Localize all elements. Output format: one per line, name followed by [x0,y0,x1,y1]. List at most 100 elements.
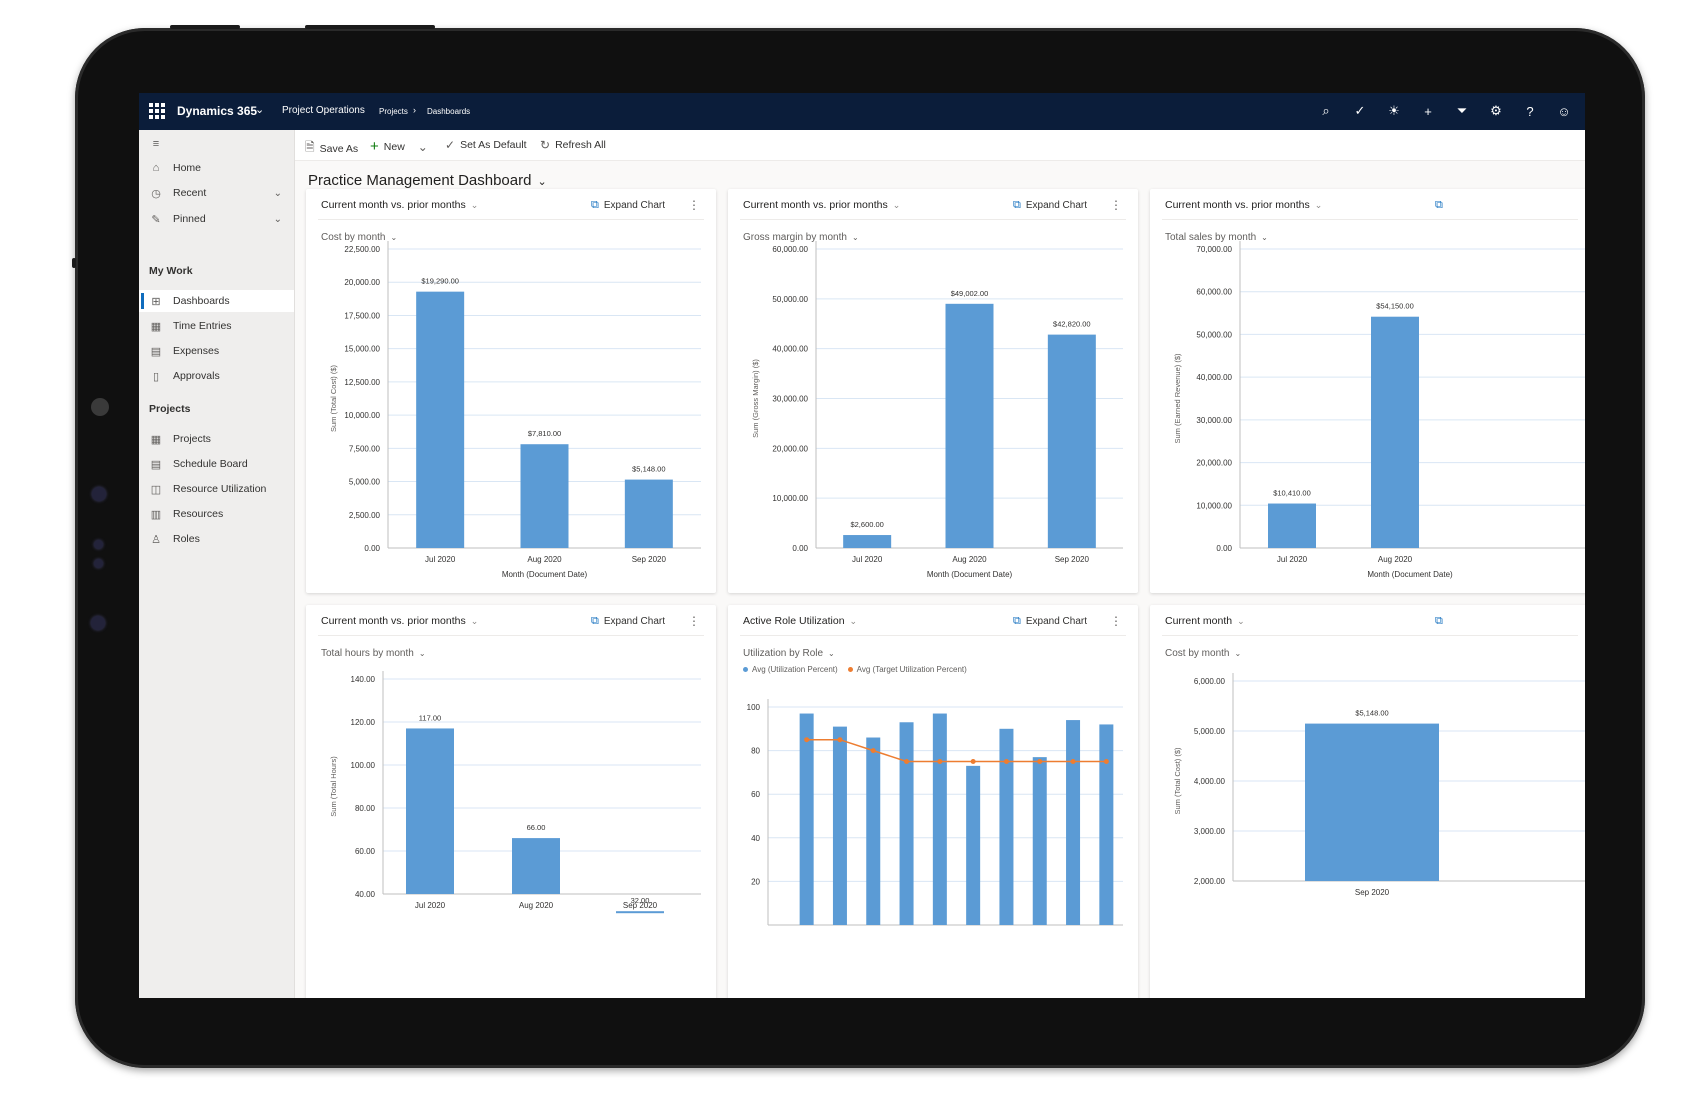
breadcrumb-projects[interactable]: Projects [379,107,408,116]
more-options-icon[interactable]: ⋮ [1110,614,1122,628]
bar[interactable] [1099,724,1114,925]
plus-icon[interactable]: + [1424,103,1432,119]
lightbulb-icon[interactable]: ☀ [1388,103,1400,118]
sidebar-item-dashboards[interactable]: ⊞ Dashboards [139,290,294,312]
line-point[interactable] [970,759,976,764]
new-button[interactable]: + New ⌄ [370,138,428,155]
bar[interactable] [1047,334,1096,548]
sidebar-item-time-entries[interactable]: ▦ Time Entries [139,315,294,337]
chart-view-selector[interactable]: Current month ⌄ [1165,615,1245,627]
bar[interactable] [945,303,994,548]
sidebar-item-schedule-board[interactable]: ▤ Schedule Board [139,453,294,475]
sidebar-item-roles[interactable]: ♙ Roles [139,528,294,550]
chart-view-selector[interactable]: Current month vs. prior months ⌄ [1165,199,1322,211]
bar[interactable] [416,291,465,548]
chart-view-selector[interactable]: Active Role Utilization ⌄ [743,615,857,627]
expand-chart-button[interactable]: ⧉ Expand Chart [591,615,665,628]
chart-view-selector[interactable]: Current month vs. prior months ⌄ [321,615,478,627]
y-tick-label: 2,000.00 [1194,877,1226,886]
chevron-down-icon[interactable]: ⌄ [273,213,282,225]
line-point[interactable] [1003,759,1009,764]
bar[interactable] [1268,503,1316,548]
bar[interactable] [1305,723,1439,881]
line-point[interactable] [1070,759,1076,764]
bar[interactable] [966,765,981,925]
line-point[interactable] [937,759,943,764]
chart-subtitle-selector[interactable]: Cost by month ⌄ [321,232,397,243]
help-icon[interactable]: ? [1526,103,1534,119]
bar[interactable] [932,713,947,925]
line-point[interactable] [837,737,843,743]
y-tick-label: 15,000.00 [344,345,380,354]
line-point[interactable] [804,737,810,743]
dashboard-selector[interactable]: Practice Management Dashboard ⌄ [308,172,547,189]
bar[interactable] [1032,757,1047,925]
bar[interactable] [843,535,892,548]
expand-chart-button[interactable]: ⧉ [1435,199,1443,212]
y-tick-label: 140.00 [351,675,376,684]
chart: 20 40 60 80 100 [747,699,1123,926]
filter-icon[interactable]: ⏷ [1456,103,1468,118]
breadcrumb-dashboards[interactable]: Dashboards [427,107,471,116]
y-tick-label: 80 [751,747,760,756]
expand-chart-button[interactable]: ⧉ Expand Chart [1013,199,1087,212]
expand-chart-button[interactable]: ⧉ [1435,615,1443,628]
chart-view-selector[interactable]: Current month vs. prior months ⌄ [743,199,900,211]
bar[interactable] [899,722,914,925]
task-icon[interactable]: ✓ [1354,103,1366,118]
chart-subtitle-selector[interactable]: Cost by month ⌄ [1165,648,1241,659]
chevron-down-icon[interactable]: ⌄ [417,139,428,154]
sidebar-item-home[interactable]: ⌂ Home [139,157,294,179]
sidebar-item-resources[interactable]: ▥ Resources [139,503,294,525]
chart-subtitle-selector[interactable]: Utilization by Role ⌄ [743,648,835,659]
app-name[interactable]: Dynamics 365 [177,104,258,118]
chart-view-selector[interactable]: Current month vs. prior months ⌄ [321,199,478,211]
line-point[interactable] [904,759,910,764]
area-name[interactable]: Project Operations [282,105,365,116]
app-launcher-icon[interactable] [149,103,165,119]
legend-item[interactable]: Avg (Target Utilization Percent) [847,665,967,674]
sensor-icon [91,616,105,630]
divider [740,219,1126,220]
more-options-icon[interactable]: ⋮ [1110,198,1122,212]
y-tick-label: 6,000.00 [1194,677,1226,686]
user-icon[interactable]: ☺ [1557,103,1571,119]
bar[interactable] [520,444,569,548]
chevron-down-icon[interactable]: ⌄ [255,104,265,116]
chevron-down-icon[interactable]: ⌄ [273,187,282,199]
hamburger-menu-button[interactable]: ≡ [139,133,294,155]
refresh-all-button[interactable]: ↻ Refresh All [540,138,606,152]
search-icon[interactable]: ⌕ [1322,103,1330,118]
bar[interactable] [624,479,673,548]
sidebar-item-expenses[interactable]: ▤ Expenses [139,340,294,362]
bar[interactable] [1066,720,1081,925]
y-axis-label: Sum (Total Cost) ($) [329,364,338,432]
more-options-icon[interactable]: ⋮ [688,198,700,212]
expand-chart-button[interactable]: ⧉ Expand Chart [591,199,665,212]
expand-chart-button[interactable]: ⧉ Expand Chart [1013,615,1087,628]
sidebar-item-pinned[interactable]: ✎ Pinned ⌄ [139,208,294,230]
more-options-icon[interactable]: ⋮ [688,614,700,628]
chart-subtitle-selector[interactable]: Total sales by month ⌄ [1165,232,1268,243]
sidebar-item-projects[interactable]: ▦ Projects [139,428,294,450]
line-point[interactable] [1103,759,1109,764]
bar[interactable] [616,911,664,914]
chart-subtitle-selector[interactable]: Gross margin by month ⌄ [743,232,859,243]
save-as-button[interactable]: 🗎 Save As [305,138,358,159]
bar[interactable] [512,838,560,894]
legend-item[interactable]: Avg (Utilization Percent) [743,665,838,674]
bar[interactable] [999,728,1014,925]
settings-icon[interactable]: ⚙ [1490,103,1502,118]
bar[interactable] [1371,316,1419,548]
sidebar-item-approvals[interactable]: ▯ Approvals [139,365,294,387]
line-point[interactable] [870,748,876,754]
set-as-default-button[interactable]: ✓ Set As Default [445,138,527,152]
sidebar-item-resource-utilization[interactable]: ◫ Resource Utilization [139,478,294,500]
bar[interactable] [832,726,847,925]
bar[interactable] [799,713,814,925]
bar[interactable] [866,737,881,925]
sidebar-item-recent[interactable]: ◷ Recent ⌄ [139,182,294,204]
bar[interactable] [406,728,454,894]
line-point[interactable] [1037,759,1043,764]
chart-subtitle-selector[interactable]: Total hours by month ⌄ [321,648,426,659]
